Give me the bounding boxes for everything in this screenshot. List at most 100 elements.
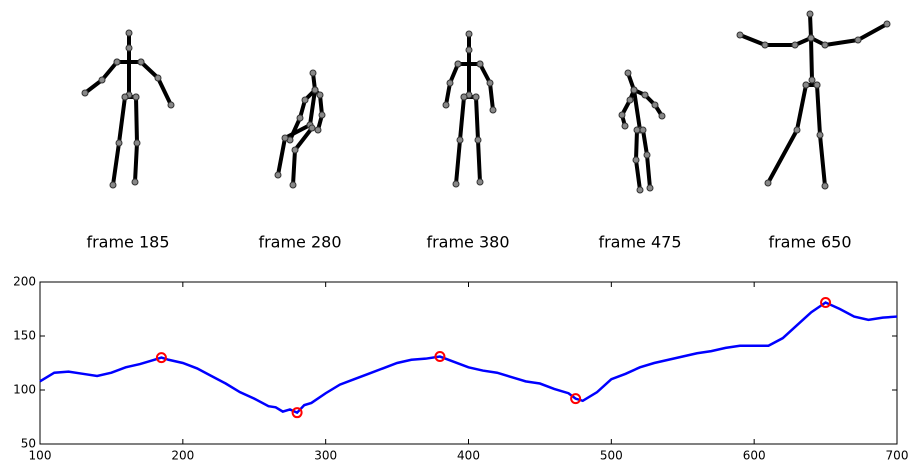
panel-label: frame 185 — [86, 233, 169, 252]
joint — [883, 20, 891, 28]
x-tick-label: 300 — [314, 449, 337, 463]
bone — [766, 84, 808, 184]
joint — [813, 81, 821, 89]
bone — [291, 126, 314, 186]
joint — [651, 101, 659, 109]
x-tick-label: 200 — [171, 449, 194, 463]
joint — [646, 184, 654, 192]
joint — [314, 126, 322, 134]
joint — [658, 112, 666, 120]
bone — [478, 63, 495, 111]
joint — [802, 81, 810, 89]
joint — [125, 29, 133, 37]
joint — [98, 76, 106, 84]
joint — [633, 126, 641, 134]
axes-frame — [39, 281, 898, 445]
joint — [465, 46, 473, 54]
joint — [125, 44, 133, 52]
bone — [288, 88, 317, 141]
joint — [167, 101, 175, 109]
joint — [476, 60, 484, 68]
joint — [309, 69, 317, 77]
panel-label: frame 380 — [426, 233, 509, 252]
joint — [452, 180, 460, 188]
joint — [274, 171, 282, 179]
skeletons — [81, 10, 891, 194]
joint — [639, 126, 647, 134]
joint — [474, 136, 482, 144]
joint — [791, 41, 799, 49]
joint — [131, 178, 139, 186]
joint — [630, 86, 638, 94]
marker — [155, 352, 167, 364]
joint — [318, 111, 326, 119]
y-tick-label: 100 — [13, 383, 36, 397]
joint — [626, 96, 634, 104]
joint — [311, 86, 319, 94]
y-tick-label: 50 — [21, 437, 36, 451]
x-tick-label: 700 — [886, 449, 909, 463]
joint — [446, 79, 454, 87]
bone — [808, 13, 814, 81]
joint — [308, 124, 316, 132]
joint — [137, 58, 145, 66]
joint — [121, 93, 129, 101]
joint — [81, 89, 89, 97]
joint — [281, 134, 289, 142]
joint — [154, 74, 162, 82]
joint — [115, 139, 123, 147]
joint — [132, 93, 140, 101]
joint — [301, 96, 309, 104]
marker — [434, 351, 446, 363]
joint — [486, 79, 494, 87]
y-tick-label: 150 — [13, 329, 36, 343]
joint — [460, 93, 468, 101]
joint — [643, 151, 651, 159]
joint — [113, 58, 121, 66]
joint — [289, 181, 297, 189]
marker — [291, 407, 303, 419]
y-tick-label: 200 — [13, 275, 36, 289]
joint — [806, 10, 814, 18]
joint — [109, 181, 117, 189]
panel-label: frame 475 — [598, 233, 681, 252]
bone — [139, 60, 173, 106]
data-line — [39, 301, 898, 415]
bone — [133, 96, 139, 183]
bone — [739, 33, 812, 47]
joint — [133, 139, 141, 147]
joint — [761, 41, 769, 49]
joint — [821, 41, 829, 49]
joint — [807, 34, 815, 42]
bone — [633, 88, 664, 118]
joint — [641, 91, 649, 99]
marker — [570, 393, 582, 405]
joint — [808, 76, 816, 84]
joint — [489, 106, 497, 114]
joint — [476, 178, 484, 186]
joint — [736, 31, 744, 39]
joint — [472, 93, 480, 101]
joint — [316, 91, 324, 99]
x-tick-label: 600 — [743, 449, 766, 463]
x-tick-label: 500 — [600, 449, 623, 463]
bone — [308, 72, 317, 126]
joint — [821, 182, 829, 190]
marker — [820, 297, 832, 309]
joint — [454, 60, 462, 68]
bone — [313, 88, 324, 131]
bone — [810, 22, 888, 47]
x-tick-label: 400 — [457, 449, 480, 463]
joint — [621, 122, 629, 130]
joint — [793, 126, 801, 134]
joint — [624, 69, 632, 77]
joint — [291, 146, 299, 154]
bone — [620, 89, 636, 127]
joint — [636, 186, 644, 194]
joint — [816, 131, 824, 139]
panel-label: frame 280 — [258, 233, 341, 252]
joint — [456, 136, 464, 144]
joint — [465, 30, 473, 38]
x-tick-label: 100 — [29, 449, 52, 463]
